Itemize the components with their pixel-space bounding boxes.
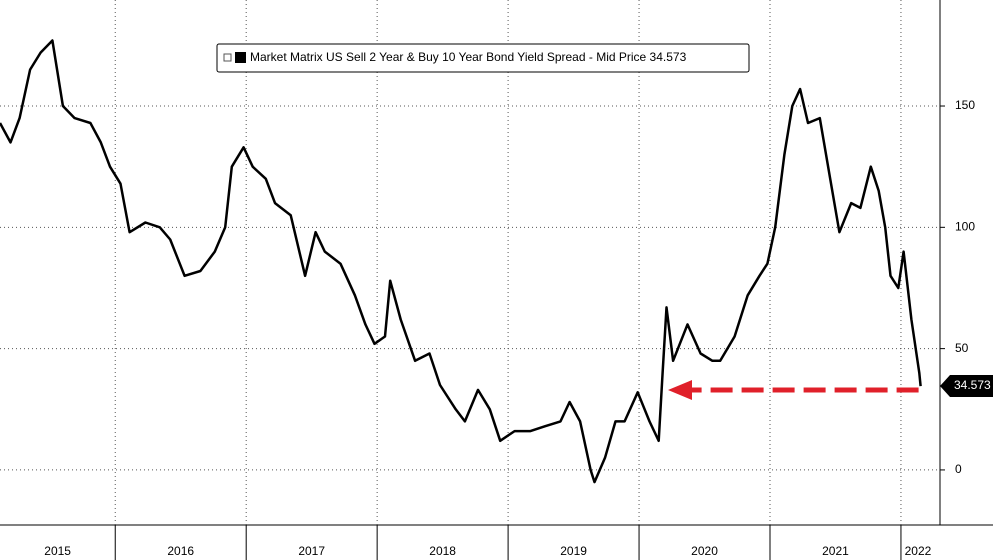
x-tick-label: 2019 xyxy=(560,544,587,558)
last-value-label: 34.573 xyxy=(954,378,991,392)
x-tick-label: 2017 xyxy=(298,544,325,558)
x-tick-label: 2022 xyxy=(905,544,932,558)
series-line xyxy=(0,39,922,484)
x-tick-label: 2018 xyxy=(429,544,456,558)
legend-label: Market Matrix US Sell 2 Year & Buy 10 Ye… xyxy=(250,50,687,64)
last-value-tag xyxy=(940,375,993,398)
legend-toggle xyxy=(223,53,232,62)
x-tick-label: 2020 xyxy=(691,544,718,558)
y-tick-label: 150 xyxy=(955,98,975,112)
y-tick-label: 0 xyxy=(955,462,962,476)
x-tick-label: 2021 xyxy=(822,544,849,558)
legend-swatch xyxy=(235,52,246,63)
arrow-head xyxy=(668,380,692,401)
y-tick-label: 100 xyxy=(955,219,975,233)
legend: Market Matrix US Sell 2 Year & Buy 10 Ye… xyxy=(216,43,750,73)
x-tick-label: 2016 xyxy=(167,544,194,558)
y-tick-label: 50 xyxy=(955,341,969,355)
legend-box xyxy=(216,43,750,73)
x-tick-label: 2015 xyxy=(44,544,71,558)
